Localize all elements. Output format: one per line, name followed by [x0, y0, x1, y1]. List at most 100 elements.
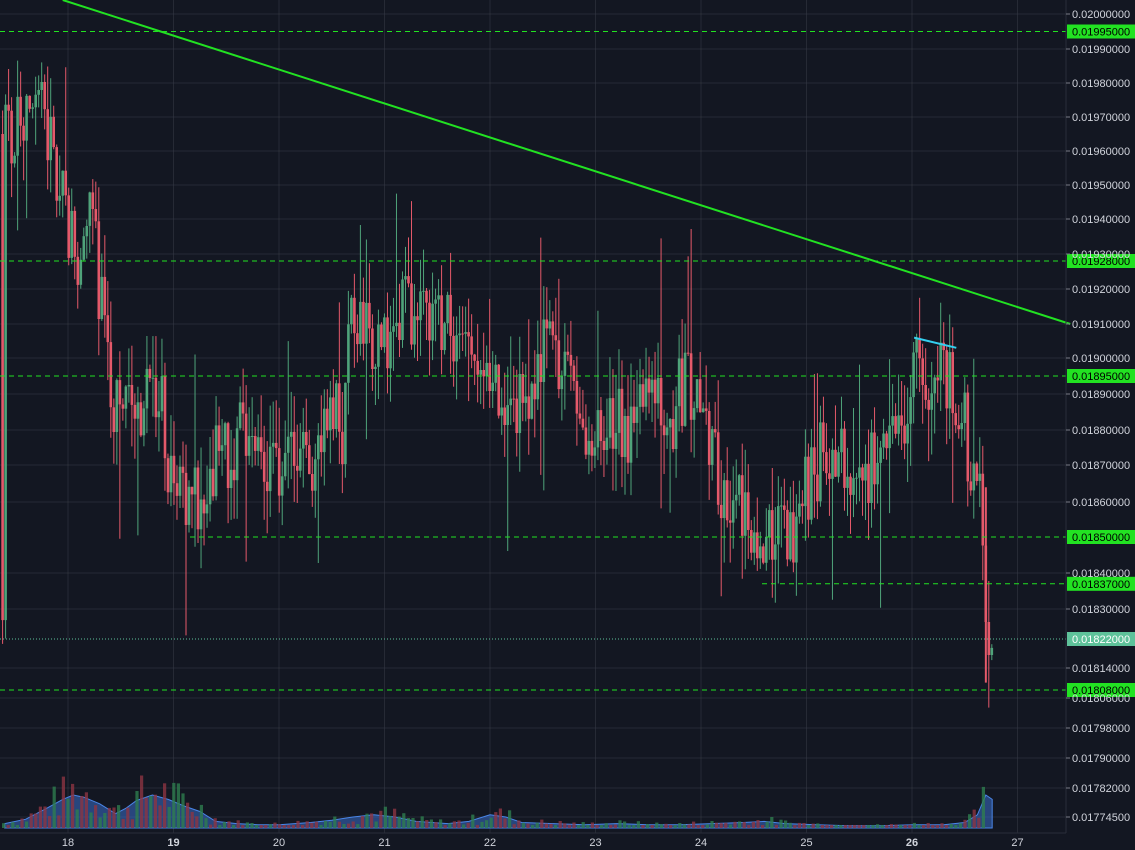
candle-body [193, 467, 197, 495]
horizontal-levels[interactable]: 0.01995000 0.01928000 0.01895000 0.01850000… [0, 24, 1135, 698]
candle-body [608, 398, 612, 438]
price-tick-label: 0.01870000 [1072, 460, 1130, 472]
volume-bar [199, 804, 203, 828]
time-axis[interactable]: 18 19 20 21 22 23 24 25 26 27 [62, 837, 1024, 849]
volume-bar [876, 824, 880, 828]
candle-body [386, 317, 389, 369]
volume-bar [521, 822, 525, 828]
candle-body [930, 393, 933, 410]
volume-bar [245, 822, 249, 828]
candle-body [725, 480, 729, 521]
candle-body [825, 452, 828, 474]
candle-body [175, 483, 179, 496]
candle-body [169, 455, 173, 493]
candle-body [981, 473, 985, 546]
candle-body [311, 474, 314, 491]
current-price-tag [1067, 632, 1135, 646]
volume-bar [908, 824, 912, 828]
candle-body [226, 423, 230, 488]
price-tick-label: 0.01860000 [1072, 497, 1130, 509]
drawings[interactable] [62, 0, 1071, 349]
volume-bar [774, 824, 778, 828]
candle-body [76, 256, 80, 285]
candle-body [605, 437, 609, 450]
volume-bar [972, 809, 976, 828]
candle-body [990, 647, 994, 655]
volume-bar [641, 825, 645, 828]
candle-body [250, 436, 254, 437]
grid-lines [0, 0, 1066, 833]
volume-bar [452, 821, 456, 828]
candle-body [262, 451, 266, 482]
candle-body [235, 428, 239, 481]
volume-bar [319, 825, 323, 828]
candle-body [662, 425, 666, 436]
candle-body [461, 333, 464, 335]
candle-body [963, 392, 967, 423]
candle-body [404, 276, 407, 280]
candle-body [750, 530, 753, 553]
candle-body [933, 377, 936, 394]
price-axis[interactable]: 0.02000000 0.01990000 0.01980000 0.01970000… [1066, 9, 1130, 824]
candle-body [569, 354, 573, 366]
candle-body [635, 406, 639, 423]
candle-body [798, 503, 801, 517]
volume-bar [535, 822, 539, 828]
level-price-label: 0.01837000 [1072, 579, 1130, 591]
candle-body [951, 352, 954, 414]
volume-bar [512, 824, 516, 828]
volume-bar [627, 825, 631, 828]
volume-bar [89, 812, 93, 828]
candle-body [864, 463, 867, 481]
volume-bar [508, 810, 512, 828]
trend-line[interactable] [62, 0, 1071, 325]
candle-body [22, 125, 25, 141]
level-price-label: 0.01895000 [1072, 371, 1130, 383]
volume-bar [66, 798, 70, 828]
candle-body [452, 335, 455, 362]
volume-bar [314, 821, 318, 828]
volume-bar [250, 823, 254, 828]
volume-bar [71, 783, 75, 828]
candle-body [398, 322, 401, 340]
volume-bar [273, 822, 277, 828]
volume-bar [788, 822, 792, 828]
volume-bar [333, 816, 337, 828]
candle-body [656, 378, 660, 404]
time-tick-label: 19 [167, 837, 179, 849]
volume-bar [963, 819, 967, 828]
candle-body [392, 326, 395, 332]
volume-bar [954, 825, 958, 828]
candle-body [653, 379, 657, 404]
candle-body [801, 503, 804, 507]
volume-bar [600, 825, 604, 828]
level-price-label: 0.01808000 [1072, 685, 1130, 697]
volume-bar [305, 821, 309, 828]
candle-body [527, 396, 531, 419]
volume-bar [190, 811, 194, 828]
candle-body [891, 416, 894, 426]
candle-body [178, 466, 182, 496]
candle-body [924, 385, 927, 400]
candle-body [247, 436, 251, 456]
volume-bar [968, 814, 972, 828]
candle-body [674, 406, 678, 449]
cyan-trend-line[interactable] [913, 336, 957, 349]
price-tick-label: 0.01990000 [1072, 44, 1130, 56]
time-tick-label: 23 [589, 837, 601, 849]
price-tick-label: 0.01774500 [1072, 812, 1130, 824]
candle-body [268, 446, 272, 492]
volume-bar [715, 822, 719, 828]
candle-body [91, 192, 95, 209]
time-tick-label: 24 [695, 837, 707, 849]
candle-body [323, 408, 326, 453]
volume-bar [940, 823, 944, 828]
volume-bar [650, 825, 654, 828]
volume-bar [457, 820, 461, 828]
candle-body [858, 467, 861, 478]
candle-body [737, 475, 741, 495]
candle-body [1, 134, 4, 621]
candle-body [359, 301, 362, 344]
